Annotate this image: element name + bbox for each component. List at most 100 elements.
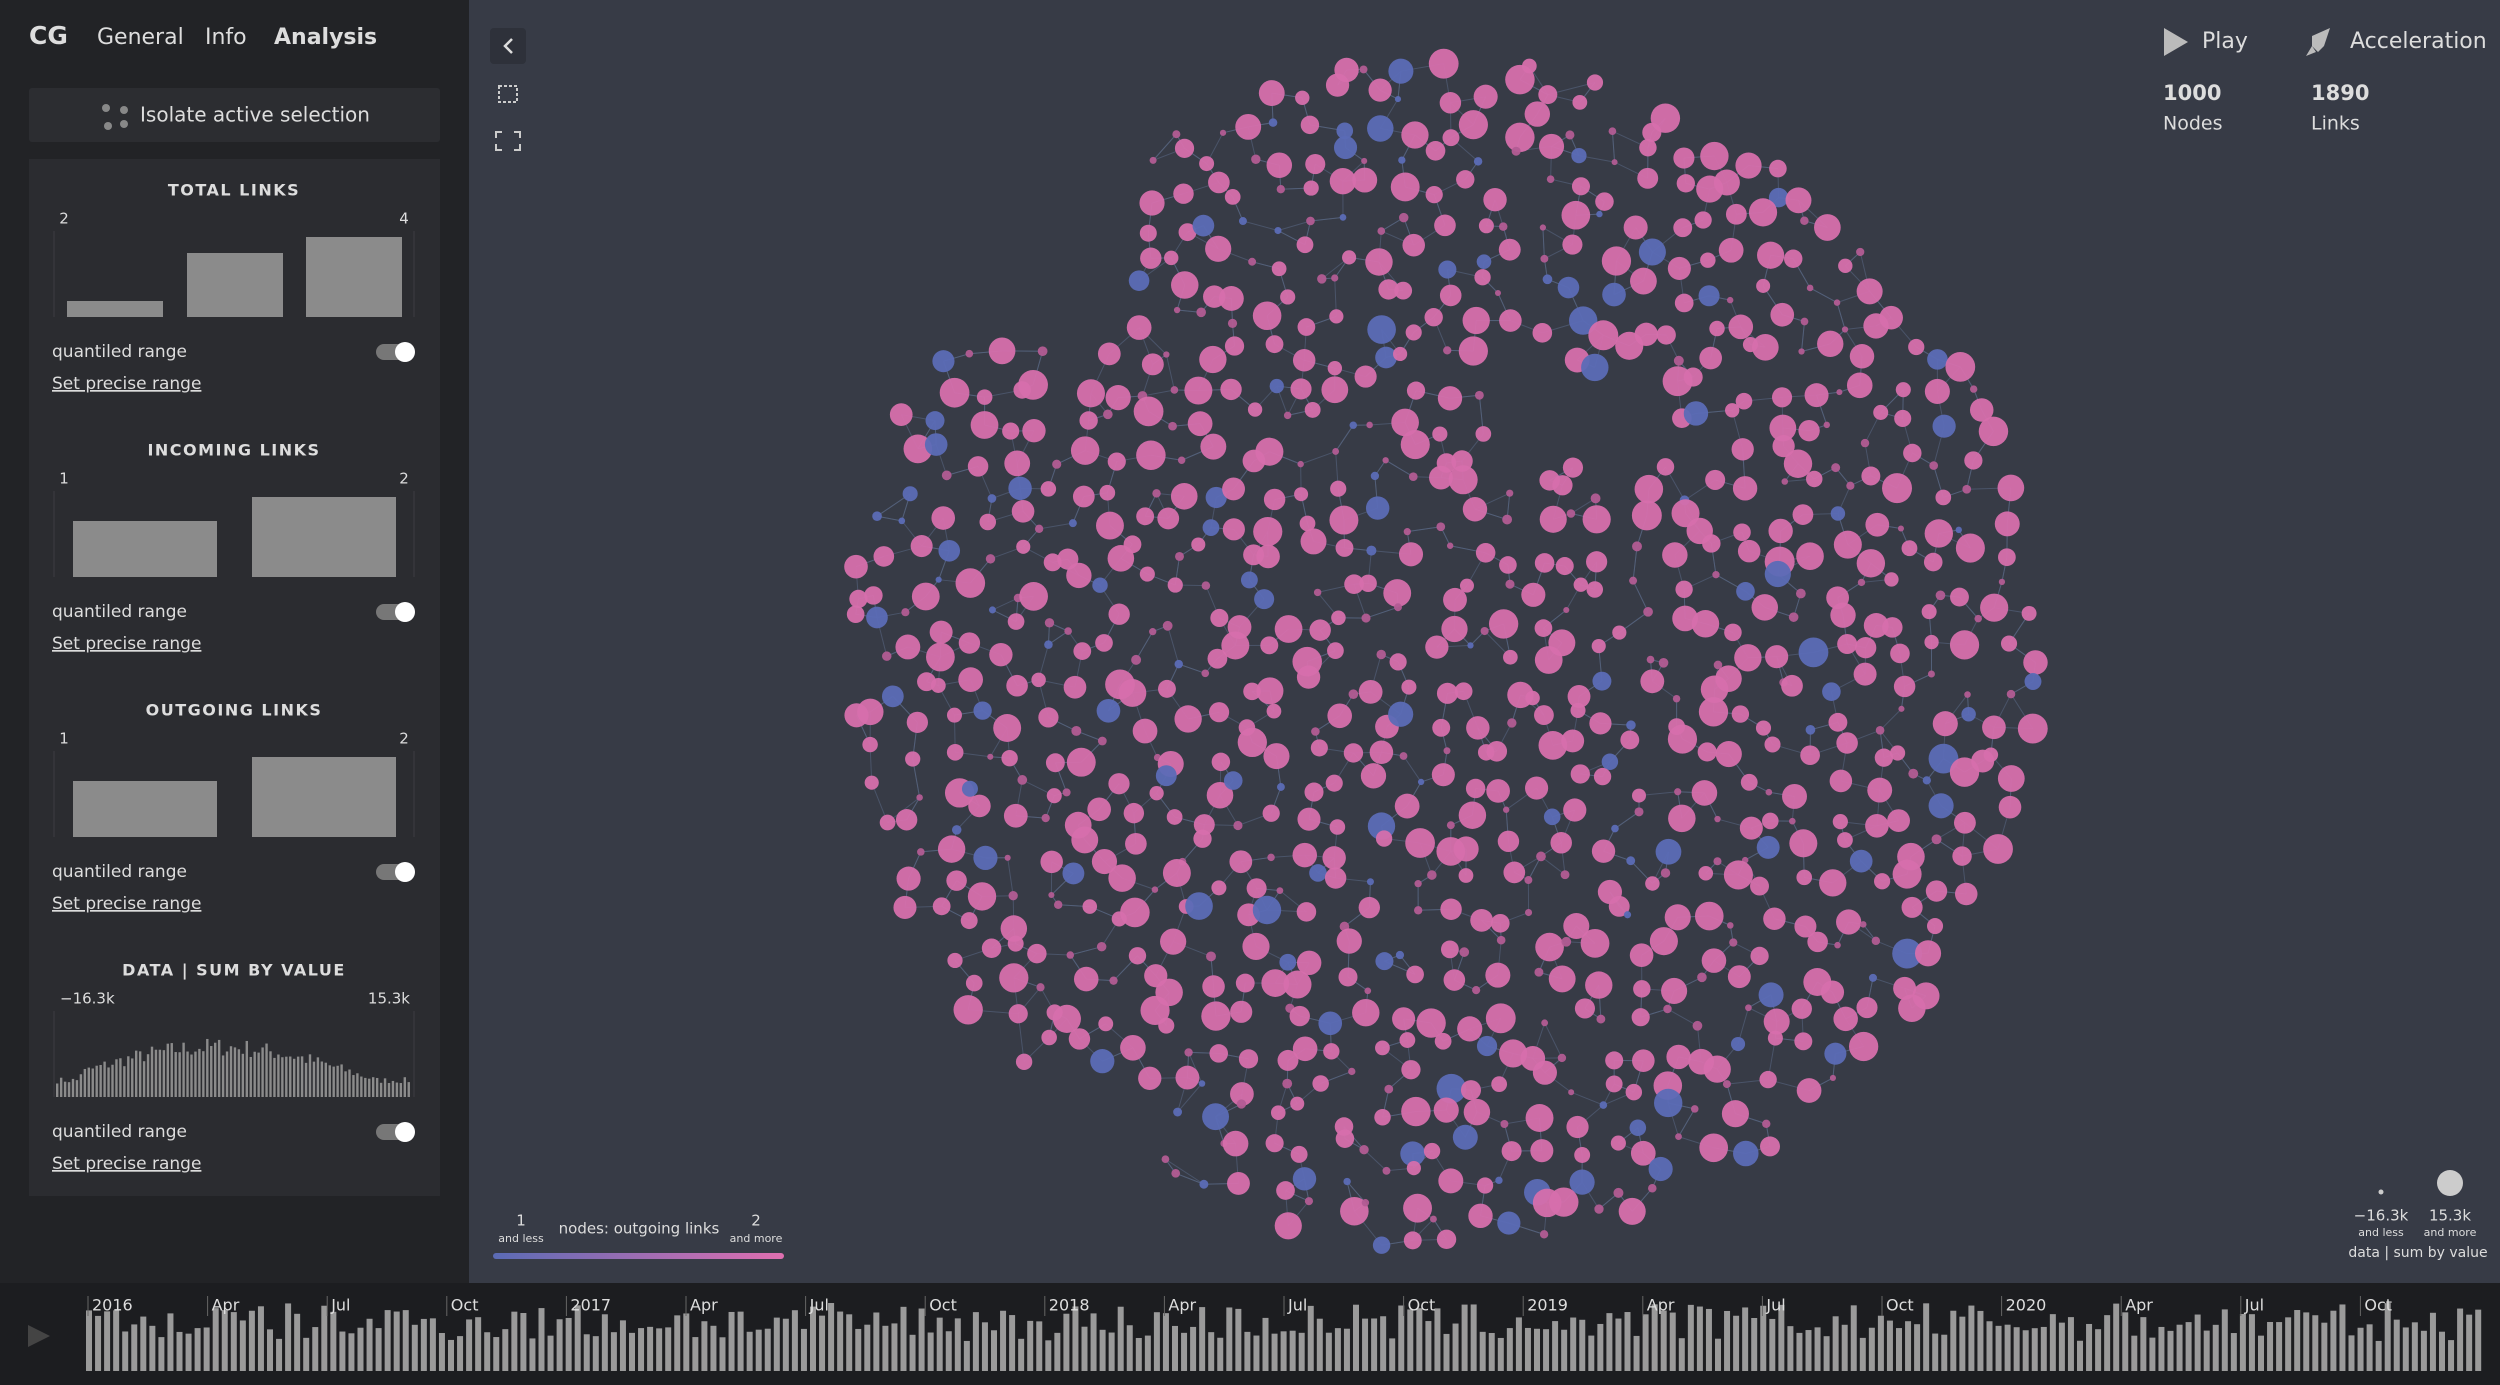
node[interactable] <box>1290 1145 1308 1163</box>
node[interactable] <box>1713 660 1723 670</box>
node[interactable] <box>1560 870 1570 880</box>
node[interactable] <box>1071 826 1099 854</box>
node[interactable] <box>1713 169 1740 196</box>
node[interactable] <box>1771 387 1793 408</box>
node[interactable] <box>1335 538 1354 557</box>
node[interactable] <box>1296 902 1317 922</box>
node[interactable] <box>1082 899 1098 914</box>
node[interactable] <box>1107 545 1135 572</box>
node[interactable] <box>1836 732 1858 754</box>
node[interactable] <box>1312 1075 1329 1092</box>
node[interactable] <box>1731 705 1750 723</box>
node[interactable] <box>1187 411 1213 437</box>
node[interactable] <box>1352 167 1378 193</box>
node[interactable] <box>937 835 966 863</box>
node[interactable] <box>1202 975 1225 998</box>
node[interactable] <box>1416 1008 1446 1038</box>
node[interactable] <box>1108 864 1136 892</box>
node[interactable] <box>1791 998 1812 1019</box>
node[interactable] <box>1118 679 1147 707</box>
node[interactable] <box>1015 1053 1033 1071</box>
node[interactable] <box>1139 566 1155 582</box>
node[interactable] <box>1434 214 1456 237</box>
node[interactable] <box>1983 747 1999 763</box>
node[interactable] <box>1540 254 1549 263</box>
node[interactable] <box>1290 378 1312 400</box>
node[interactable] <box>1865 512 1890 537</box>
node[interactable] <box>1295 90 1310 106</box>
node[interactable] <box>1538 85 1558 105</box>
node[interactable] <box>1149 627 1157 636</box>
node[interactable] <box>988 337 1016 365</box>
node[interactable] <box>1325 73 1350 97</box>
node[interactable] <box>1557 1053 1567 1063</box>
node[interactable] <box>1329 309 1344 324</box>
node[interactable] <box>1276 1181 1295 1200</box>
node[interactable] <box>1829 769 1853 793</box>
node[interactable] <box>1367 115 1394 142</box>
node[interactable] <box>1501 1141 1522 1162</box>
node[interactable] <box>1893 976 1917 1000</box>
node[interactable] <box>1166 809 1183 825</box>
node[interactable] <box>1266 152 1293 178</box>
node[interactable] <box>1750 876 1769 896</box>
node[interactable] <box>1233 820 1243 831</box>
node[interactable] <box>1073 642 1092 660</box>
node[interactable] <box>1601 753 1619 770</box>
node[interactable] <box>1672 694 1681 703</box>
node[interactable] <box>1505 579 1515 589</box>
node[interactable] <box>1277 1049 1299 1071</box>
node[interactable] <box>1833 530 1862 559</box>
node[interactable] <box>1323 1043 1340 1060</box>
node[interactable] <box>1631 500 1662 531</box>
node[interactable] <box>947 952 963 969</box>
node[interactable] <box>1448 465 1478 495</box>
node[interactable] <box>1931 834 1942 845</box>
node[interactable] <box>1046 788 1062 804</box>
node[interactable] <box>1875 725 1885 735</box>
node[interactable] <box>1655 838 1682 865</box>
node[interactable] <box>926 642 955 672</box>
node[interactable] <box>1709 320 1725 337</box>
node[interactable] <box>1063 675 1087 699</box>
node[interactable] <box>1446 542 1454 549</box>
node[interactable] <box>1460 1080 1482 1101</box>
node[interactable] <box>1436 1229 1457 1250</box>
node[interactable] <box>1925 880 1948 902</box>
node[interactable] <box>1562 457 1584 478</box>
node[interactable] <box>1274 1212 1302 1240</box>
node[interactable] <box>1172 130 1181 139</box>
node[interactable] <box>1573 577 1589 592</box>
node[interactable] <box>1276 185 1285 194</box>
node[interactable] <box>1661 977 1688 1005</box>
node[interactable] <box>1836 389 1843 396</box>
node[interactable] <box>1292 1167 1317 1191</box>
node[interactable] <box>1394 603 1402 612</box>
node[interactable] <box>1893 675 1916 698</box>
node[interactable] <box>1788 612 1799 622</box>
node[interactable] <box>1949 630 1980 660</box>
node[interactable] <box>1279 953 1297 971</box>
node[interactable] <box>1901 896 1923 918</box>
node[interactable] <box>1037 346 1048 357</box>
node[interactable] <box>1524 908 1533 917</box>
node[interactable] <box>1856 247 1865 257</box>
node[interactable] <box>1004 854 1011 861</box>
node[interactable] <box>1586 74 1604 91</box>
node[interactable] <box>1846 481 1855 490</box>
node[interactable] <box>1503 861 1526 884</box>
node[interactable] <box>1305 154 1326 175</box>
node[interactable] <box>1726 922 1734 929</box>
node[interactable] <box>967 456 989 477</box>
node[interactable] <box>1401 121 1429 149</box>
node[interactable] <box>1895 382 1911 398</box>
node[interactable] <box>1674 788 1682 796</box>
node[interactable] <box>1299 515 1316 532</box>
node[interactable] <box>895 809 918 831</box>
node[interactable] <box>1733 1140 1759 1167</box>
node[interactable] <box>1846 372 1873 399</box>
node[interactable] <box>1768 518 1793 544</box>
fit-view-button[interactable] <box>495 131 521 151</box>
node[interactable] <box>1369 740 1394 765</box>
node[interactable] <box>1694 901 1724 931</box>
